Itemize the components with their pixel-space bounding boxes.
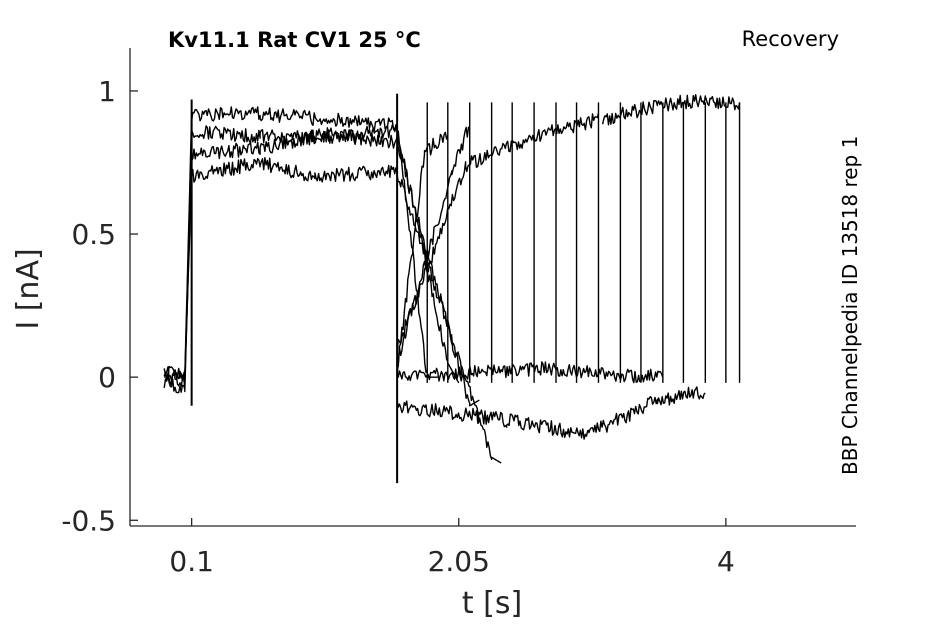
trace-line [396, 112, 600, 353]
y-tick-label: -0.5 [61, 504, 116, 537]
traces [163, 93, 741, 484]
trace-line [163, 157, 502, 464]
x-tick-label: 0.1 [169, 545, 214, 578]
y-tick-label: 1 [98, 75, 116, 108]
trace-line [601, 94, 741, 126]
protocol-label: Recovery [742, 27, 839, 51]
trace-line [163, 124, 460, 388]
trace-line [396, 386, 706, 440]
trace-line [396, 361, 664, 384]
x-tick-label: 4 [717, 545, 735, 578]
y-axis-title: I [nA] [11, 248, 46, 329]
axes: -0.5 0 0.5 1 0.1 2.05 4 [61, 48, 856, 578]
trace-line [396, 131, 449, 376]
x-axis-title: t [s] [462, 586, 522, 621]
chart-title: Kv11.1 Rat CV1 25 °C [168, 28, 421, 52]
side-label: BBP Channelpedia ID 13518 rep 1 [838, 136, 862, 475]
y-tick-label: 0.5 [71, 218, 116, 251]
x-tick-label: 2.05 [428, 545, 490, 578]
y-tick-label: 0 [98, 361, 116, 394]
